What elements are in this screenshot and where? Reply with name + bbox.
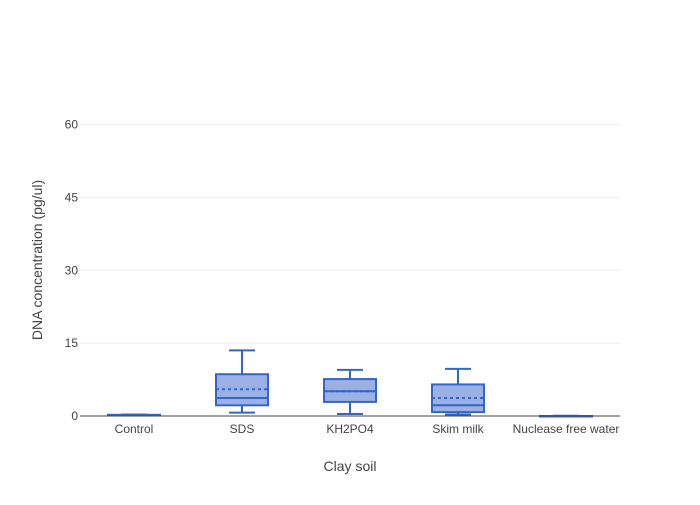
- y-tick-label-15: 15: [65, 336, 79, 350]
- x-tick-label-skim-milk: Skim milk: [432, 422, 484, 436]
- y-tick-label-60: 60: [65, 118, 79, 132]
- grid-lines: [80, 124, 620, 344]
- box-kh2po4: [323, 368, 377, 416]
- y-axis-title: DNA concentration (pg/ul): [29, 180, 45, 340]
- y-tick-label-30: 30: [65, 263, 79, 277]
- x-axis-title: Clay soil: [324, 458, 377, 474]
- box-sds: [215, 349, 269, 414]
- x-tick-label-kh2po4: KH2PO4: [326, 422, 374, 436]
- y-tick-label-45: 45: [65, 190, 79, 204]
- x-tick-label-sds: SDS: [230, 422, 255, 436]
- box-control: [107, 413, 161, 417]
- y-tick-label-0: 0: [71, 409, 78, 423]
- x-tick-label-control: Control: [115, 422, 154, 436]
- x-axis-tick-labels: Control SDS KH2PO4 Skim milk Nuclease free w…: [115, 422, 620, 436]
- y-axis-tick-labels: 0 15 30 45 60: [65, 118, 79, 424]
- box-skim-milk: [431, 367, 485, 416]
- x-tick-label-nuclease-free-water: Nuclease free water: [513, 422, 620, 436]
- box-series: [107, 349, 593, 418]
